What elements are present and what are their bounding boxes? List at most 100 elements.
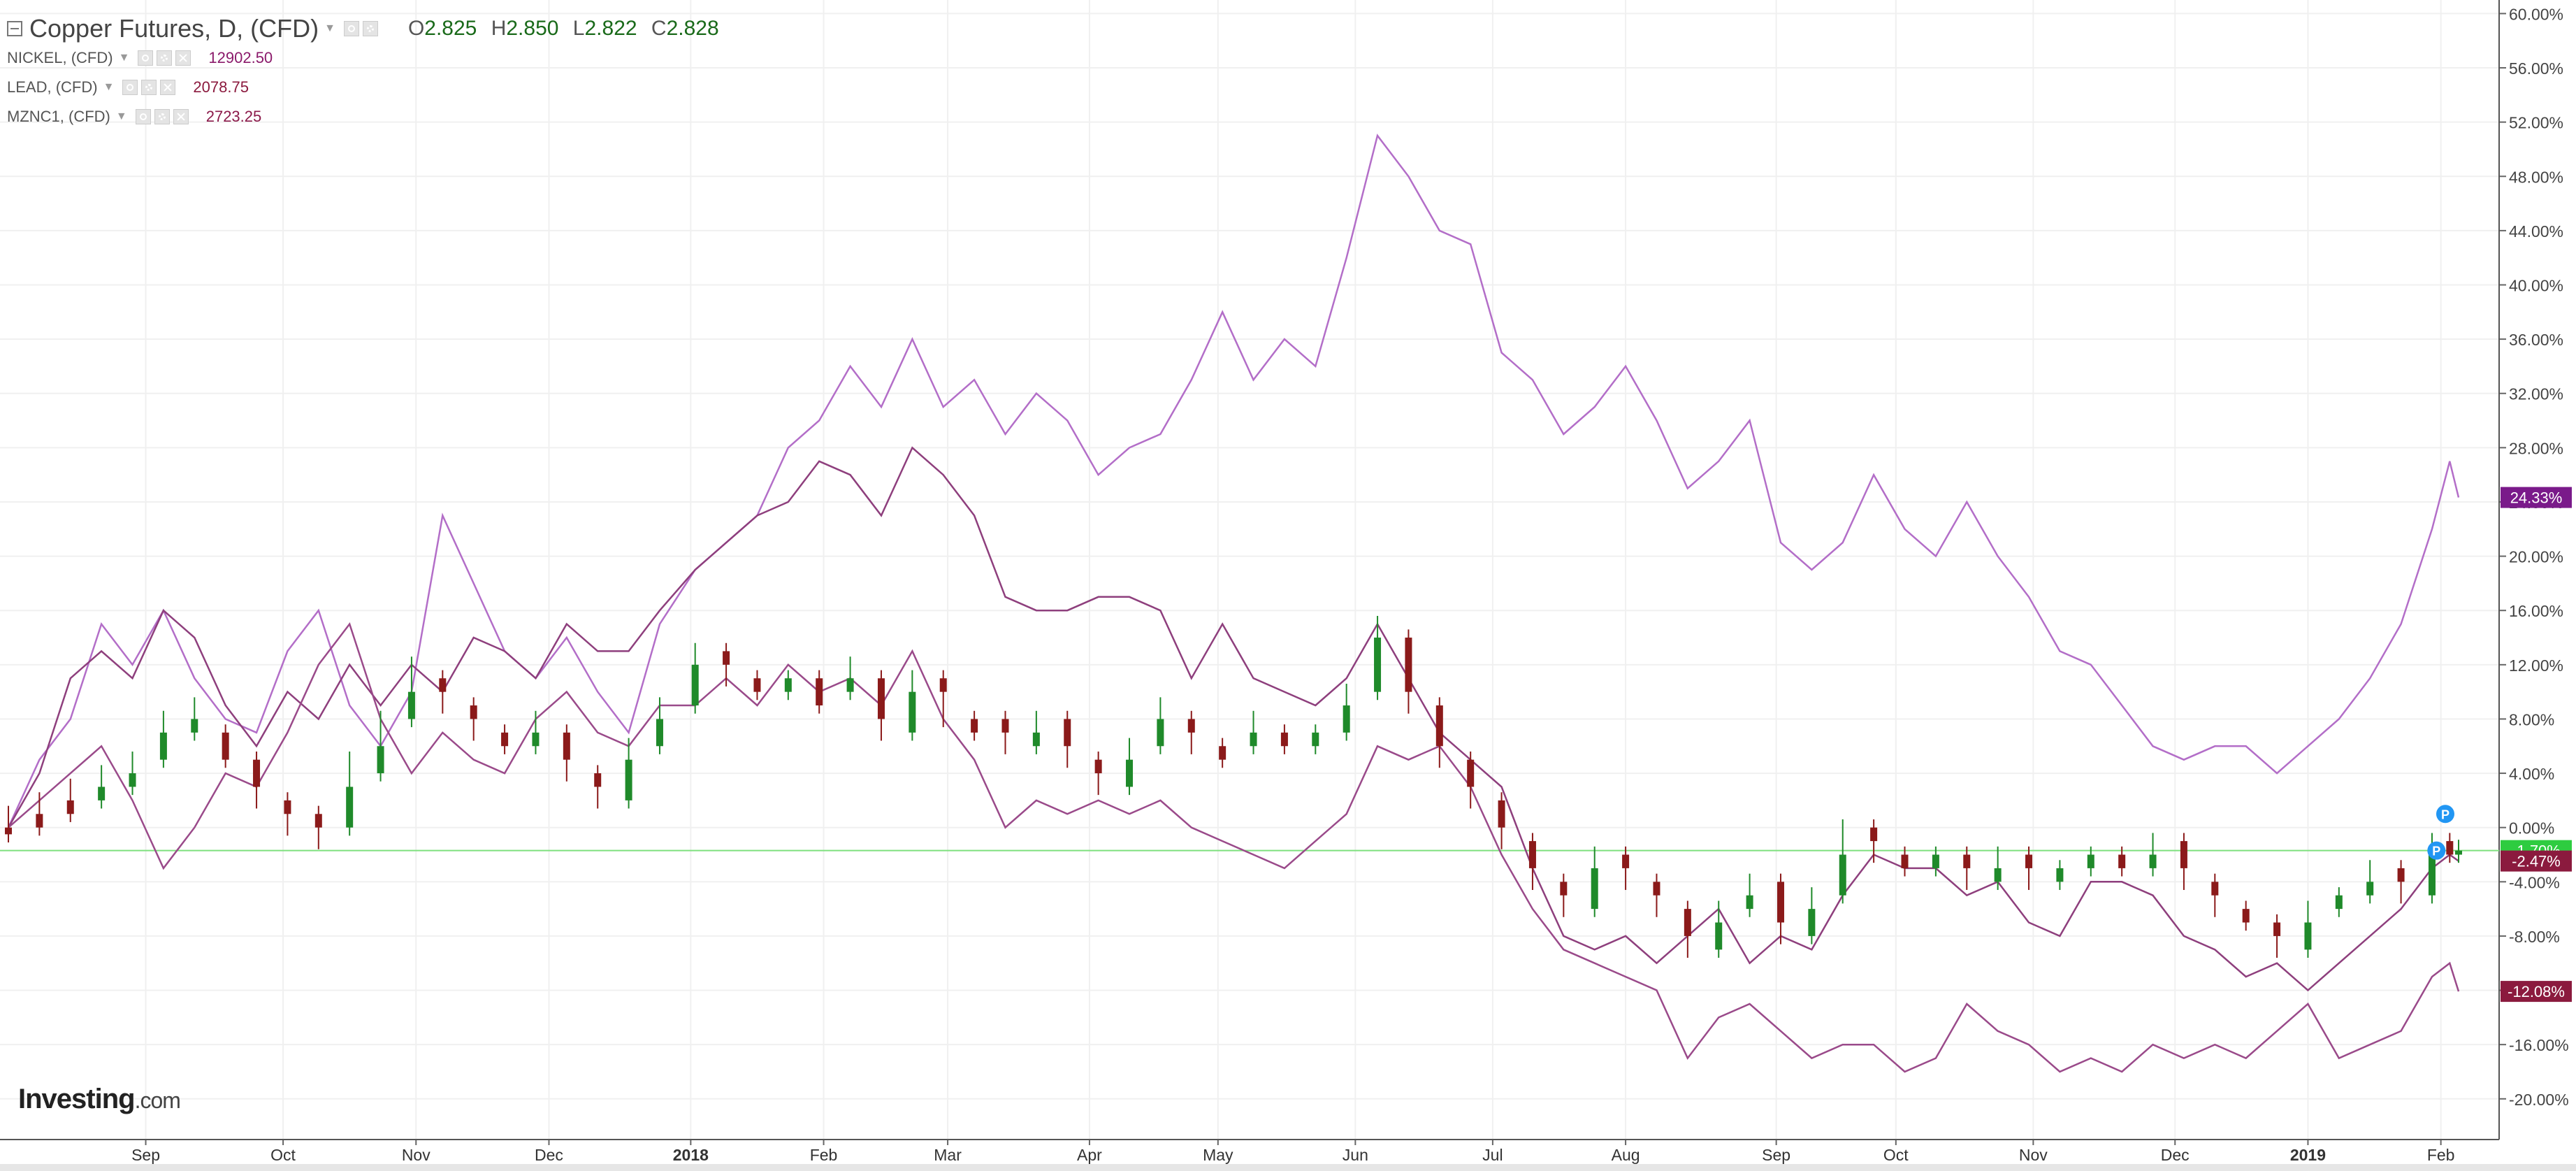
candle	[594, 765, 602, 809]
eye-icon[interactable]	[343, 21, 359, 36]
p-marker-label: P	[2441, 807, 2450, 821]
candle-body	[2366, 882, 2374, 896]
legend-item-nickel: NICKEL, (CFD) ▼ 12902.50	[7, 43, 719, 73]
x-tick-label: Oct	[270, 1146, 296, 1164]
candle-body	[2211, 882, 2219, 896]
candle	[2211, 873, 2219, 917]
candle-body	[1032, 732, 1040, 747]
candle-body	[5, 827, 12, 835]
candle-body	[1343, 705, 1350, 733]
p-marker: P	[2427, 841, 2446, 860]
y-tick-label: -16.00%	[2509, 1036, 2569, 1054]
candle	[377, 710, 384, 782]
candle-body	[1684, 909, 1691, 936]
price-badge: -12.08%	[2501, 981, 2572, 1003]
candle-body	[1435, 705, 1443, 747]
x-tick-label: Nov	[2019, 1146, 2048, 1164]
candle-body	[563, 732, 570, 760]
y-tick-label: 20.00%	[2509, 548, 2563, 566]
candle	[1001, 710, 1009, 754]
legend-item-value: 12902.50	[208, 49, 273, 66]
chevron-down-icon[interactable]: ▼	[103, 81, 115, 93]
candle-body	[1001, 719, 1009, 733]
candle-body	[2455, 850, 2462, 855]
candle-body	[1901, 854, 1909, 868]
candle	[1684, 900, 1691, 958]
gear-icon[interactable]	[157, 50, 173, 66]
eye-icon[interactable]	[135, 109, 151, 124]
candle-body	[1808, 909, 1816, 936]
close-icon[interactable]	[173, 109, 189, 124]
candle-body	[2149, 854, 2157, 868]
candle-body	[625, 759, 632, 800]
candle-body	[784, 678, 792, 692]
y-tick-label: 56.00%	[2509, 59, 2563, 78]
candle	[1932, 846, 1939, 877]
candle-body	[2056, 868, 2064, 882]
gear-icon[interactable]	[362, 21, 378, 36]
candle	[2304, 900, 2312, 958]
candle-body	[656, 719, 663, 747]
candle	[1064, 710, 1071, 768]
candle	[2397, 860, 2405, 904]
price-badge: -2.47%	[2501, 850, 2572, 872]
close-icon[interactable]	[175, 50, 191, 66]
candle-body	[2446, 841, 2454, 855]
logo-brand: Investing	[18, 1084, 136, 1114]
candle	[625, 738, 632, 809]
candle	[816, 670, 823, 714]
candle	[1653, 873, 1660, 917]
candle-body	[377, 746, 384, 774]
candle	[1032, 710, 1040, 754]
price-badge-label: -12.08%	[2508, 983, 2565, 1000]
candle-body	[1528, 841, 1536, 868]
gear-icon[interactable]	[141, 80, 157, 95]
chevron-down-icon[interactable]: ▼	[324, 22, 335, 34]
y-tick-label: 12.00%	[2509, 656, 2563, 675]
eye-icon[interactable]	[138, 50, 154, 66]
bottom-scroll-strip[interactable]	[0, 1164, 2576, 1171]
legend-item-value: 2723.25	[205, 108, 262, 125]
candle-body	[2025, 854, 2033, 868]
candle-body	[1870, 827, 1878, 842]
candle	[1498, 792, 1505, 849]
candle	[1746, 873, 1753, 917]
candle-body	[1219, 746, 1227, 760]
candle-body	[2397, 868, 2405, 882]
x-tick-label: Jul	[1482, 1146, 1503, 1164]
candle-body	[1157, 719, 1164, 747]
candle-body	[1622, 854, 1630, 868]
gear-icon[interactable]	[154, 109, 170, 124]
candle	[2118, 846, 2126, 877]
candle	[563, 724, 570, 782]
x-tick-label: Mar	[934, 1146, 962, 1164]
x-tick-label: 2019	[2290, 1146, 2326, 1164]
candle-body	[222, 732, 229, 760]
candle-body	[2428, 854, 2436, 896]
candle-body	[1187, 719, 1195, 733]
candle-body	[1963, 854, 1971, 868]
p-marker-dot	[2436, 805, 2454, 824]
legend-item-value: 2078.75	[193, 78, 249, 96]
collapse-icon[interactable]	[7, 21, 22, 36]
chevron-down-icon[interactable]: ▼	[118, 52, 130, 64]
candle-body	[594, 773, 602, 787]
legend: Copper Futures, D, (CFD) ▼ O2.825 H2.850…	[7, 14, 719, 131]
candle	[784, 670, 792, 701]
candle-body	[1312, 732, 1319, 747]
candle	[346, 752, 354, 836]
legend-item-name: NICKEL, (CFD)	[7, 49, 113, 66]
candle-body	[723, 651, 730, 665]
eye-icon[interactable]	[122, 80, 138, 95]
candle	[2335, 887, 2343, 917]
candle	[2455, 840, 2462, 863]
chevron-down-icon[interactable]: ▼	[115, 110, 127, 122]
candle-body	[284, 800, 291, 814]
candle	[2180, 833, 2187, 890]
candle	[1528, 833, 1536, 890]
candle-body	[1839, 854, 1846, 896]
close-icon[interactable]	[160, 80, 176, 95]
